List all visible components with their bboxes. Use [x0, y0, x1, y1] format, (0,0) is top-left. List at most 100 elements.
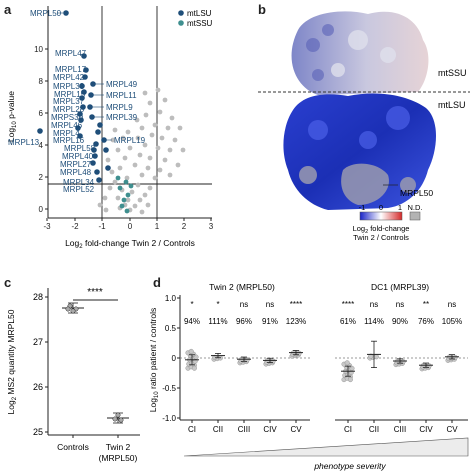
- scale-tick: 1: [398, 203, 402, 212]
- data-point: [296, 350, 302, 356]
- label-mtlsu: mtLSU: [438, 100, 466, 110]
- significance-label: ****: [342, 300, 354, 309]
- y-axis-title: -Log10 p-value: [6, 91, 18, 145]
- data-point: [270, 358, 276, 364]
- significance-label: **: [423, 300, 429, 309]
- category-label: CI: [344, 425, 352, 434]
- legend-mtssu: mtSSU: [187, 19, 213, 28]
- category-controls: Controls: [57, 442, 89, 452]
- point-label: MRPL11: [106, 91, 137, 100]
- point-label: MRPL15: [54, 90, 86, 99]
- data-point: [347, 377, 353, 383]
- percent-label: 105%: [442, 317, 462, 326]
- controls-group: [62, 302, 84, 314]
- data-point: [368, 353, 374, 359]
- category-label: CII: [213, 425, 223, 434]
- point-label: MRPL48: [60, 168, 92, 177]
- significance-label: ns: [396, 300, 404, 309]
- x-tick: 2: [182, 222, 187, 231]
- point-label: MRPL34: [63, 178, 95, 187]
- panel-b-letter: b: [258, 2, 266, 17]
- percent-label: 76%: [418, 317, 434, 326]
- point-label: MRPL52: [63, 185, 95, 194]
- point-label: MRPL58: [64, 144, 96, 153]
- point-label: MRPL19: [114, 136, 146, 145]
- panel-c-ms2-plot: 25 26 27 28 Log2 MS2 quantity MRPL50 ***…: [6, 287, 140, 463]
- category-label: CII: [369, 425, 379, 434]
- y-axis-title: Log2 MS2 quantity MRPL50: [6, 309, 18, 414]
- y-tick: 26: [33, 382, 43, 392]
- y-tick: 6: [39, 109, 44, 118]
- percent-label: 114%: [364, 317, 384, 326]
- x-tick: -2: [71, 222, 79, 231]
- y-axis-title: Log10 ratio patient / controls: [150, 308, 160, 413]
- percent-label: 96%: [236, 317, 252, 326]
- subplot-title-twin2: Twin 2 (MRPL50): [209, 282, 275, 292]
- significance-label: ns: [448, 300, 456, 309]
- y-tick: 1.0: [165, 294, 177, 303]
- significance-label: *: [216, 300, 219, 309]
- x-tick: -1: [98, 222, 106, 231]
- percent-label: 111%: [208, 317, 227, 326]
- x-tick: 0: [128, 222, 133, 231]
- data-point: [400, 359, 406, 365]
- subplot-title-dc1: DC1 (MRPL39): [371, 282, 429, 292]
- y-tick: 0: [39, 205, 44, 214]
- percent-label: 61%: [340, 317, 356, 326]
- y-tick: -1.0: [162, 414, 176, 423]
- scale-tick: -1: [359, 203, 366, 212]
- panel-b-structure: mtSSU mtLSU MRPL50 -1 0 1 N.D. Log2 fold…: [258, 11, 470, 242]
- percent-label: 91%: [262, 317, 278, 326]
- y-tick: 10: [34, 45, 43, 54]
- scale-title-2: Twin 2 / Controls: [353, 233, 409, 242]
- data-point: [191, 365, 197, 371]
- category-label: CI: [188, 425, 196, 434]
- panel-d-ratio-plot: Twin 2 (MRPL50) DC1 (MRPL39) 1.0 0.5 0 -…: [150, 282, 469, 471]
- panel-c-letter: c: [4, 275, 12, 290]
- scale-nd: N.D.: [408, 203, 423, 212]
- point-label: MRPL39: [106, 113, 138, 122]
- x-axis-title: Log2 fold-change Twin 2 / Controls: [65, 238, 195, 250]
- background-points: [97, 87, 186, 215]
- twin2-group: [107, 412, 129, 424]
- mtlsu-points: [37, 10, 111, 183]
- y-tick: 2: [39, 173, 44, 182]
- category-label: CIV: [263, 425, 277, 434]
- y-tick: 28: [33, 292, 43, 302]
- point-label: MRPL16: [53, 136, 85, 145]
- data-point: [426, 363, 432, 369]
- label-mtssu: mtSSU: [438, 68, 467, 78]
- point-label: MRPL9: [106, 103, 133, 112]
- category-twin2: Twin 2: [106, 442, 131, 452]
- significance-label: ns: [370, 300, 378, 309]
- severity-label: phenotype severity: [313, 461, 386, 471]
- point-label: MRPS30: [51, 113, 84, 122]
- scale-title-1: Log2 fold-change: [353, 224, 410, 235]
- data-point: [344, 360, 350, 366]
- y-tick: 4: [39, 141, 44, 150]
- point-label: MRPL49: [106, 80, 138, 89]
- category-label: CV: [290, 425, 302, 434]
- y-tick: 0: [172, 354, 177, 363]
- panel-d-letter: d: [153, 275, 161, 290]
- point-label: MRPL37: [53, 97, 85, 106]
- mtssu-surface: [291, 11, 429, 95]
- panel-a-volcano: 0 2 4 6 8 10 -3 -2 -1 0 1 2 3 Log2 fold-…: [6, 6, 214, 250]
- legend: mtLSU mtSSU: [178, 9, 213, 28]
- category-label: CIII: [238, 425, 250, 434]
- scale-tick: 0: [379, 203, 383, 212]
- label-leaders: [57, 12, 112, 141]
- data-point: [373, 354, 379, 360]
- legend-mtlsu: mtLSU: [187, 9, 212, 18]
- y-tick: 27: [33, 337, 43, 347]
- point-label: MRPL47: [55, 49, 87, 58]
- percent-label: 123%: [286, 317, 306, 326]
- significance-label: ns: [266, 300, 274, 309]
- point-label: MRPL4: [53, 129, 80, 138]
- point-label: MRPL50: [30, 9, 62, 18]
- point-label: MRPL17: [55, 65, 87, 74]
- point-label: MRPL42: [53, 73, 85, 82]
- data-point: [188, 348, 194, 354]
- point-label: MRPL46: [51, 121, 83, 130]
- y-tick: 25: [33, 427, 43, 437]
